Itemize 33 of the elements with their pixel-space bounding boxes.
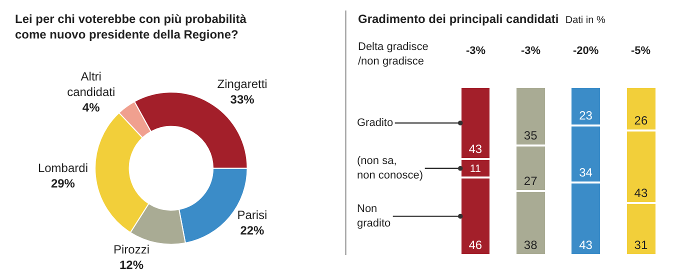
data-label: 34 [579, 166, 593, 180]
data-label: 4% [82, 100, 100, 115]
slice-label: Altri candidati [67, 69, 116, 99]
data-label: 11 [470, 162, 481, 175]
data-label: 12% [119, 258, 144, 272]
data-label: 29% [50, 176, 76, 190]
text: -3% [466, 45, 486, 57]
text: (non sa, non conosce) [357, 155, 424, 182]
data-label: 43 [634, 186, 648, 200]
data-label: 31 [634, 238, 648, 252]
slice-label: Zingaretti [217, 76, 268, 91]
data-label: 22% [240, 224, 265, 238]
chart-title: Lei per chi voterebbe con più probabilità come nuovo presidente della Regione? [15, 12, 247, 42]
data-label: 46 [468, 238, 482, 252]
text: Non gradito [357, 203, 391, 230]
data-label: 43 [468, 142, 482, 156]
data-label: 35 [524, 128, 538, 143]
text: Gradito [357, 117, 394, 129]
data-label: 27 [524, 174, 538, 188]
data-label: 38 [524, 238, 538, 252]
data-label: 43 [579, 238, 593, 252]
slice-label: Lombardi [38, 160, 88, 175]
chart-title: Gradimento dei principali candidati [358, 12, 559, 26]
data-label: 26 [634, 114, 648, 128]
text: -20% [573, 45, 599, 57]
text: Delta gradisce /non gradisce [358, 41, 428, 68]
text: -5% [631, 45, 651, 57]
data-label: 23 [579, 108, 593, 123]
text: -3% [521, 45, 541, 57]
data-label: 33% [230, 92, 255, 107]
slice-label: Pirozzi [113, 242, 150, 257]
slice-label: Parisi [237, 208, 268, 222]
chart-subtitle: Dati in % [565, 15, 606, 26]
